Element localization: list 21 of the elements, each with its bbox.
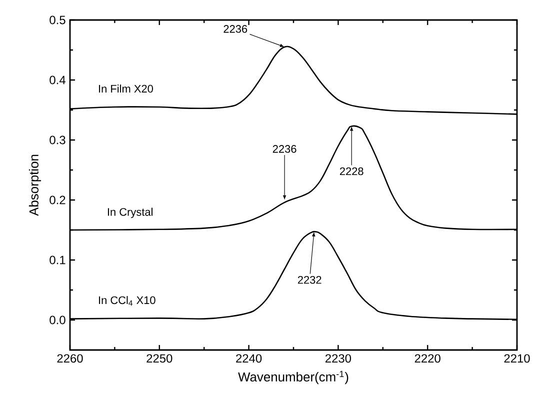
y-tick-label: 0.5 bbox=[50, 16, 66, 24]
x-tick-label: 2230 bbox=[325, 354, 352, 363]
y-tick-label: 0.0 bbox=[50, 316, 66, 324]
series-label: In Film X20 bbox=[99, 84, 153, 93]
annotation: 2236 bbox=[224, 25, 248, 33]
y-axis-title: Absorption bbox=[28, 154, 42, 216]
annotation: 2232 bbox=[298, 276, 322, 284]
series-label: In CCl$_{4}$ X10 bbox=[99, 296, 156, 306]
x-axis-title: Wavenumber(cm$^{-1}$) bbox=[238, 370, 348, 384]
annotation: 2236 bbox=[272, 145, 296, 153]
x-tick-label: 2240 bbox=[236, 354, 262, 363]
series-label: In Crystal bbox=[108, 208, 152, 218]
y-tick-label: 0.1 bbox=[50, 256, 66, 264]
x-tick-label: 2260 bbox=[57, 354, 83, 363]
y-tick-label: 0.3 bbox=[50, 136, 66, 144]
x-tick-label: 2220 bbox=[414, 354, 440, 363]
y-tick-label: 0.2 bbox=[50, 196, 66, 204]
y-tick-label: 0.4 bbox=[50, 76, 66, 84]
annotation: 2228 bbox=[340, 167, 364, 176]
x-tick-label: 2250 bbox=[146, 354, 172, 363]
x-tick-label: 2210 bbox=[504, 354, 530, 363]
